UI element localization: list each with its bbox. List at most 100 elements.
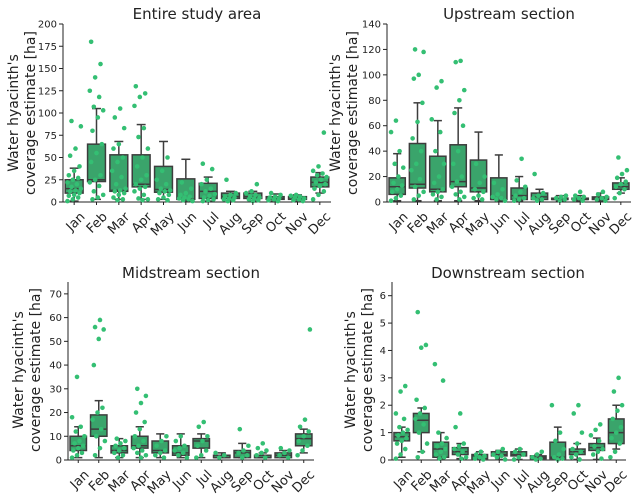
x-tick-label: Oct	[263, 210, 290, 237]
data-point	[90, 128, 95, 134]
data-point	[540, 190, 546, 196]
data-point	[420, 449, 425, 455]
data-point	[449, 184, 455, 190]
data-point	[96, 94, 102, 100]
data-point	[437, 129, 443, 135]
data-point	[132, 433, 138, 439]
data-point	[90, 197, 95, 202]
data-point	[119, 174, 124, 180]
data-point	[91, 104, 97, 110]
y-axis-label-line-1: Water hyacinth's	[328, 54, 344, 172]
panel-upstream-section: Upstream section Water hyacinth's covera…	[328, 5, 635, 239]
data-point	[232, 195, 237, 200]
data-point	[310, 168, 316, 174]
data-point	[423, 342, 429, 348]
data-point	[593, 427, 598, 433]
y-tick-label: 40	[368, 147, 381, 158]
data-point	[417, 411, 423, 416]
data-point	[205, 197, 211, 203]
data-point	[288, 193, 294, 199]
data-point	[431, 180, 437, 186]
y-tick-label: 10	[49, 432, 62, 443]
data-point	[95, 410, 100, 415]
data-point	[615, 408, 620, 414]
data-point	[434, 197, 439, 202]
data-point	[164, 433, 169, 439]
data-point	[282, 450, 287, 456]
data-point	[439, 78, 444, 84]
data-point	[622, 186, 627, 192]
data-point	[111, 195, 116, 200]
x-tick-label: Dec	[602, 468, 630, 496]
data-point	[296, 438, 302, 444]
data-point	[415, 454, 421, 460]
data-point	[77, 164, 82, 169]
data-point	[66, 193, 72, 199]
data-point	[70, 197, 76, 202]
data-point	[71, 168, 77, 174]
y-axis-label-line-2: coverage estimate [ha]	[23, 31, 39, 195]
data-point	[159, 438, 164, 444]
data-point	[306, 429, 311, 434]
data-point	[498, 195, 504, 201]
data-point	[140, 197, 145, 203]
data-point	[183, 190, 189, 196]
data-point	[94, 150, 99, 156]
x-tick-label: Dec	[306, 210, 334, 238]
data-point	[117, 188, 123, 193]
data-point	[276, 196, 282, 201]
data-point	[324, 174, 329, 180]
data-point	[614, 175, 620, 181]
data-point	[502, 198, 508, 204]
data-point	[314, 173, 320, 178]
data-point	[79, 450, 85, 456]
data-point	[416, 430, 422, 435]
data-point	[268, 190, 274, 196]
data-point	[457, 197, 462, 202]
data-point	[69, 455, 75, 460]
data-point	[455, 148, 461, 154]
data-point	[411, 76, 417, 81]
data-point	[93, 433, 99, 439]
y-tick-label: 60	[49, 313, 62, 324]
data-point	[472, 186, 478, 192]
data-point	[203, 448, 209, 453]
data-point	[495, 192, 500, 197]
data-point	[476, 193, 481, 198]
y-axis-label-line-2: coverage estimate [ha]	[360, 288, 376, 452]
data-point	[479, 197, 485, 202]
x-tick-label: May	[148, 209, 178, 239]
data-point	[516, 454, 522, 460]
data-point	[416, 72, 422, 78]
data-point	[499, 453, 504, 459]
data-point	[228, 192, 233, 198]
data-point	[494, 454, 500, 460]
data-point	[200, 438, 205, 444]
data-point	[77, 438, 82, 444]
data-point	[435, 189, 441, 195]
data-point	[120, 155, 126, 160]
data-point	[277, 452, 282, 458]
data-point	[112, 450, 117, 456]
data-point	[285, 455, 291, 460]
data-point	[194, 455, 199, 460]
data-point	[172, 448, 177, 453]
data-point	[395, 433, 401, 438]
data-point	[434, 444, 440, 449]
data-point	[297, 424, 303, 430]
y-tick-label: 20	[368, 172, 381, 183]
data-point	[200, 198, 206, 204]
data-point	[165, 155, 170, 160]
data-point	[618, 424, 624, 430]
data-point	[97, 445, 103, 451]
data-point	[412, 47, 418, 52]
y-tick-label: 0	[51, 198, 57, 209]
data-point	[321, 189, 327, 194]
data-point	[562, 197, 568, 202]
data-point	[460, 123, 466, 129]
data-point	[137, 94, 143, 100]
data-point	[71, 448, 76, 453]
data-point	[538, 456, 543, 461]
data-point	[556, 452, 562, 457]
data-point	[459, 456, 464, 461]
